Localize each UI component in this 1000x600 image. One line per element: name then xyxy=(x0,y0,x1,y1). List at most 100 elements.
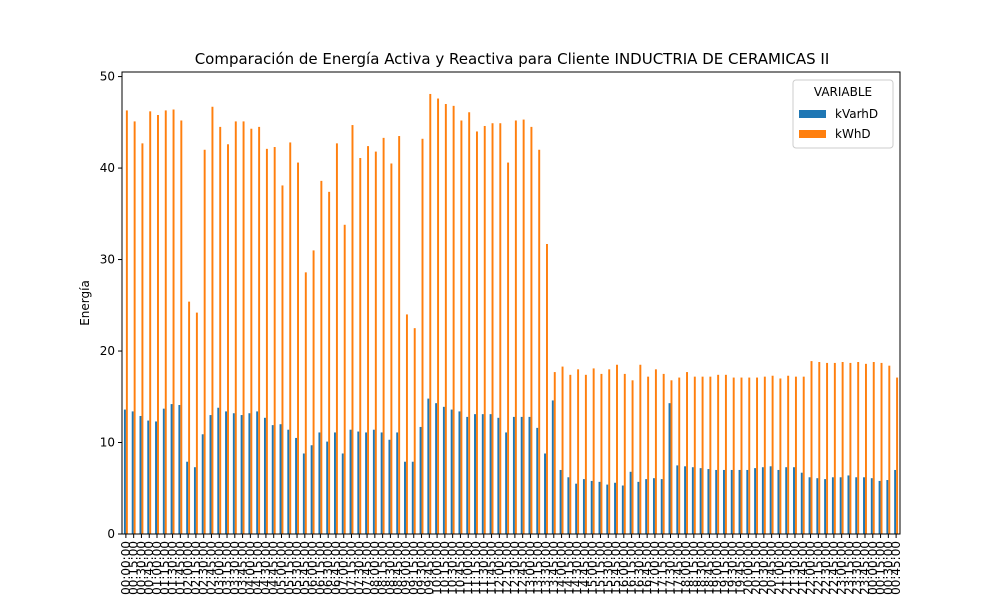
x-tick-label: 03:30:00 xyxy=(228,541,242,595)
bar xyxy=(188,301,191,534)
bar xyxy=(738,469,741,534)
bar xyxy=(133,121,136,534)
bar xyxy=(592,368,595,534)
bar xyxy=(779,378,782,534)
bar xyxy=(894,469,897,534)
bar xyxy=(839,477,842,534)
bar xyxy=(287,429,290,534)
bar xyxy=(584,374,587,534)
bar xyxy=(404,461,406,534)
x-tick-label: 09:00:00 xyxy=(399,541,413,595)
x-tick-label: 13:45:00 xyxy=(547,541,561,595)
bar xyxy=(639,364,642,534)
bar xyxy=(724,374,727,534)
bar xyxy=(577,369,580,534)
x-tick-label: 17:00:00 xyxy=(648,541,662,595)
bar xyxy=(405,314,408,534)
y-tick-label: 10 xyxy=(100,436,115,450)
bar xyxy=(553,372,556,534)
bar xyxy=(413,328,416,534)
bar xyxy=(810,361,813,534)
x-tick-label: 07:15:00 xyxy=(345,541,359,595)
bar xyxy=(754,468,757,534)
bar xyxy=(435,403,438,534)
bar xyxy=(302,453,305,534)
x-tick-label: 15:45:00 xyxy=(609,541,623,595)
y-tick-label: 20 xyxy=(100,344,115,358)
bar xyxy=(771,375,774,534)
x-tick-label: 23:30:00 xyxy=(850,541,864,595)
x-tick-label: 12:30:00 xyxy=(508,541,522,595)
bar xyxy=(614,482,617,534)
bar xyxy=(203,149,206,534)
bar xyxy=(468,112,471,534)
x-tick-label: 11:00:00 xyxy=(461,541,475,595)
x-tick-label: 22:15:00 xyxy=(811,541,825,595)
x-tick-label: 04:45:00 xyxy=(267,541,281,595)
bar xyxy=(606,484,609,534)
x-tick-label: 15:30:00 xyxy=(601,541,615,595)
bar xyxy=(279,424,282,534)
bar xyxy=(155,421,158,534)
bar xyxy=(357,431,360,534)
bar xyxy=(756,377,759,534)
bar xyxy=(660,479,663,534)
x-tick-label: 07:45:00 xyxy=(360,541,374,595)
bar xyxy=(546,243,548,535)
bar xyxy=(248,413,251,534)
bar xyxy=(232,413,235,534)
bar xyxy=(569,374,572,534)
bar xyxy=(380,432,383,534)
x-tick-label: 05:15:00 xyxy=(282,541,296,595)
bar xyxy=(567,477,570,534)
bar xyxy=(328,191,331,534)
bar xyxy=(863,477,865,534)
x-tick-label: 06:00:00 xyxy=(306,541,320,595)
bar xyxy=(209,415,212,534)
bar xyxy=(647,376,650,534)
x-tick-label: 20:00:00 xyxy=(741,541,755,595)
bar xyxy=(367,146,370,534)
bar xyxy=(693,376,696,534)
bar xyxy=(180,120,183,535)
bar xyxy=(841,362,844,534)
bar xyxy=(826,362,829,534)
bar xyxy=(763,376,766,534)
bar xyxy=(600,373,603,534)
bar xyxy=(304,272,307,534)
x-tick-label: 00:00:00 xyxy=(119,541,133,595)
bar xyxy=(808,477,811,534)
x-tick-label: 21:45:00 xyxy=(796,541,810,595)
bar xyxy=(886,480,889,534)
bar xyxy=(390,163,393,534)
x-tick-label: 06:15:00 xyxy=(313,541,327,595)
x-tick-label: 08:15:00 xyxy=(376,541,390,595)
bar xyxy=(460,120,463,535)
x-tick-label: 15:15:00 xyxy=(593,541,607,595)
bar xyxy=(250,128,253,534)
bar xyxy=(157,114,159,534)
bar xyxy=(761,467,764,534)
bar xyxy=(818,362,821,534)
bar xyxy=(507,162,510,534)
bar xyxy=(178,405,181,534)
x-tick-label: 01:15:00 xyxy=(158,541,172,595)
bar xyxy=(880,362,883,534)
x-tick-label: 08:30:00 xyxy=(383,541,397,595)
bar xyxy=(896,377,899,534)
bar xyxy=(172,109,175,534)
bar xyxy=(343,224,346,534)
bar xyxy=(374,151,377,534)
bar xyxy=(715,469,718,534)
bar xyxy=(442,406,445,534)
x-tick-label: 22:00:00 xyxy=(804,541,818,595)
bar xyxy=(785,467,788,534)
bar xyxy=(474,414,476,534)
bar xyxy=(668,403,671,534)
bar xyxy=(396,432,399,534)
x-tick-label: 13:15:00 xyxy=(531,541,545,595)
bar xyxy=(872,362,875,534)
bar xyxy=(227,144,229,535)
bar xyxy=(310,445,313,534)
x-tick-label: 20:15:00 xyxy=(749,541,763,595)
